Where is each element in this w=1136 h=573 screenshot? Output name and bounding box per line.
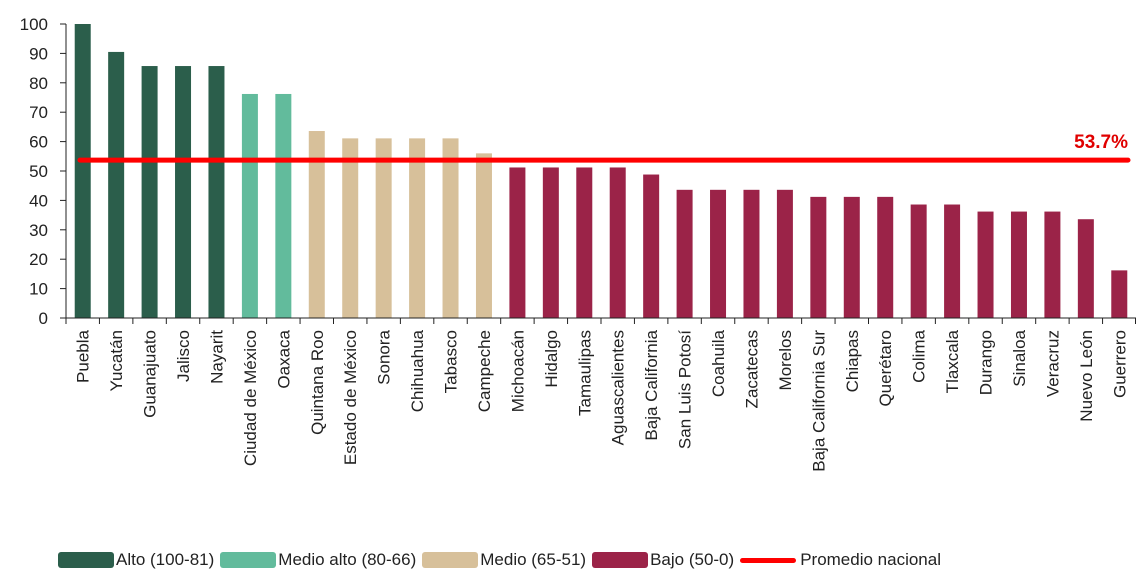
bar	[175, 66, 192, 319]
x-tick-label: Veracruz	[1043, 330, 1062, 397]
bar	[308, 131, 325, 318]
legend-item-bajo: Bajo (50-0)	[592, 550, 734, 570]
y-tick-label: 60	[29, 133, 48, 152]
bar	[776, 189, 793, 318]
y-tick-label: 90	[29, 44, 48, 63]
x-tick-label: Durango	[977, 330, 996, 395]
legend: Alto (100-81) Medio alto (80-66) Medio (…	[58, 550, 947, 570]
x-tick-label: Tamaulipas	[575, 330, 594, 416]
x-tick-label: Tabasco	[442, 330, 461, 393]
legend-swatch-bajo	[592, 552, 649, 568]
bar	[1044, 211, 1061, 318]
bar	[643, 174, 660, 318]
x-tick-label: Querétaro	[876, 330, 895, 407]
bar	[375, 138, 392, 318]
x-tick-label: Coahuila	[709, 329, 728, 397]
x-tick-label: Baja California Sur	[809, 330, 828, 472]
y-tick-label: 80	[29, 74, 48, 93]
x-tick-label: Jalisco	[174, 330, 193, 382]
x-tick-label: Sonora	[375, 329, 394, 384]
y-tick-label: 50	[29, 162, 48, 181]
bar	[442, 138, 459, 318]
y-tick-label: 0	[39, 309, 48, 328]
bar	[810, 196, 827, 318]
x-tick-label: Puebla	[74, 329, 93, 382]
x-tick-label: Ciudad de México	[241, 330, 260, 466]
bar	[910, 204, 927, 318]
legend-label-alto: Alto (100-81)	[116, 550, 215, 569]
bar-chart: 0 10 20 30 40 50 60 70 80 90 100 Puebla Yucatán Guan…	[20, 15, 1136, 472]
x-tick-label: Hidalgo	[542, 330, 561, 388]
legend-item-alto: Alto (100-81)	[58, 550, 214, 570]
legend-label-medio: Medio (65-51)	[480, 550, 587, 569]
x-tick-label: Aguascalientes	[609, 330, 628, 445]
bar	[877, 196, 894, 318]
x-tick-label: Guanajuato	[141, 330, 160, 418]
bar	[141, 66, 158, 319]
x-tick-label: San Luis Potosí	[676, 330, 695, 449]
bar	[1111, 270, 1128, 318]
bar	[542, 167, 559, 318]
x-tick-label: Campeche	[475, 330, 494, 412]
bar	[509, 167, 526, 318]
bar	[743, 189, 760, 318]
y-axis: 0 10 20 30 40 50 60 70 80 90 100	[20, 15, 67, 328]
legend-swatch-medio-alto	[220, 552, 277, 568]
x-tick-label: Quintana Roo	[308, 330, 327, 435]
bars	[74, 24, 1128, 319]
y-tick-label: 100	[20, 15, 48, 34]
x-tick-label: Oaxaca	[274, 329, 293, 388]
bar	[609, 167, 626, 318]
legend-label-medio-alto: Medio alto (80-66)	[278, 550, 417, 569]
legend-label-bajo: Bajo (50-0)	[650, 550, 735, 569]
legend-swatch-medio	[422, 552, 479, 568]
bar	[1077, 219, 1094, 318]
x-tick-label: Nayarit	[207, 330, 226, 384]
bar	[676, 189, 693, 318]
legend-line-promedio	[740, 557, 797, 563]
x-tick-label: Chihuahua	[408, 329, 427, 412]
x-tick-label: Estado de México	[341, 330, 360, 465]
x-tick-label: Morelos	[776, 330, 795, 390]
bar	[275, 93, 292, 318]
x-tick-label: Tlaxcala	[943, 329, 962, 393]
bar	[241, 93, 258, 318]
x-tick-label: Sinaloa	[1010, 329, 1029, 386]
y-tick-label: 30	[29, 221, 48, 240]
x-axis: Puebla Yucatán Guanajuato Jalisco Nayarit Ciu…	[65, 317, 1136, 472]
bar	[475, 153, 492, 318]
legend-item-medio: Medio (65-51)	[422, 550, 586, 570]
bar	[108, 51, 125, 319]
bar	[710, 189, 727, 318]
bar	[576, 167, 593, 318]
y-tick-label: 40	[29, 191, 48, 210]
bar	[208, 66, 225, 319]
average-label: 53.7%	[1074, 132, 1128, 153]
x-tick-label: Guerrero	[1110, 330, 1129, 398]
bar	[843, 196, 860, 318]
bar	[944, 204, 961, 318]
y-tick-label: 70	[29, 103, 48, 122]
x-tick-label: Colima	[910, 329, 929, 382]
x-tick-label: Zacatecas	[742, 330, 761, 408]
legend-label-promedio: Promedio nacional	[800, 550, 941, 569]
legend-item-medio-alto: Medio alto (80-66)	[220, 550, 416, 570]
legend-item-promedio: Promedio nacional	[740, 550, 941, 570]
bar	[1010, 211, 1027, 318]
bar	[342, 138, 359, 318]
y-tick-label: 10	[29, 280, 48, 299]
x-tick-label: Nuevo León	[1077, 330, 1096, 422]
x-tick-label: Michoacán	[508, 330, 527, 412]
x-tick-label: Chiapas	[843, 330, 862, 392]
x-tick-label: Yucatán	[107, 330, 126, 391]
average-line-group: 53.7%	[77, 132, 1131, 163]
y-tick-label: 20	[29, 250, 48, 269]
legend-swatch-alto	[58, 552, 114, 568]
bar	[409, 138, 426, 318]
x-tick-label: Baja California	[642, 329, 661, 440]
bar	[74, 24, 91, 318]
bar	[977, 211, 994, 318]
